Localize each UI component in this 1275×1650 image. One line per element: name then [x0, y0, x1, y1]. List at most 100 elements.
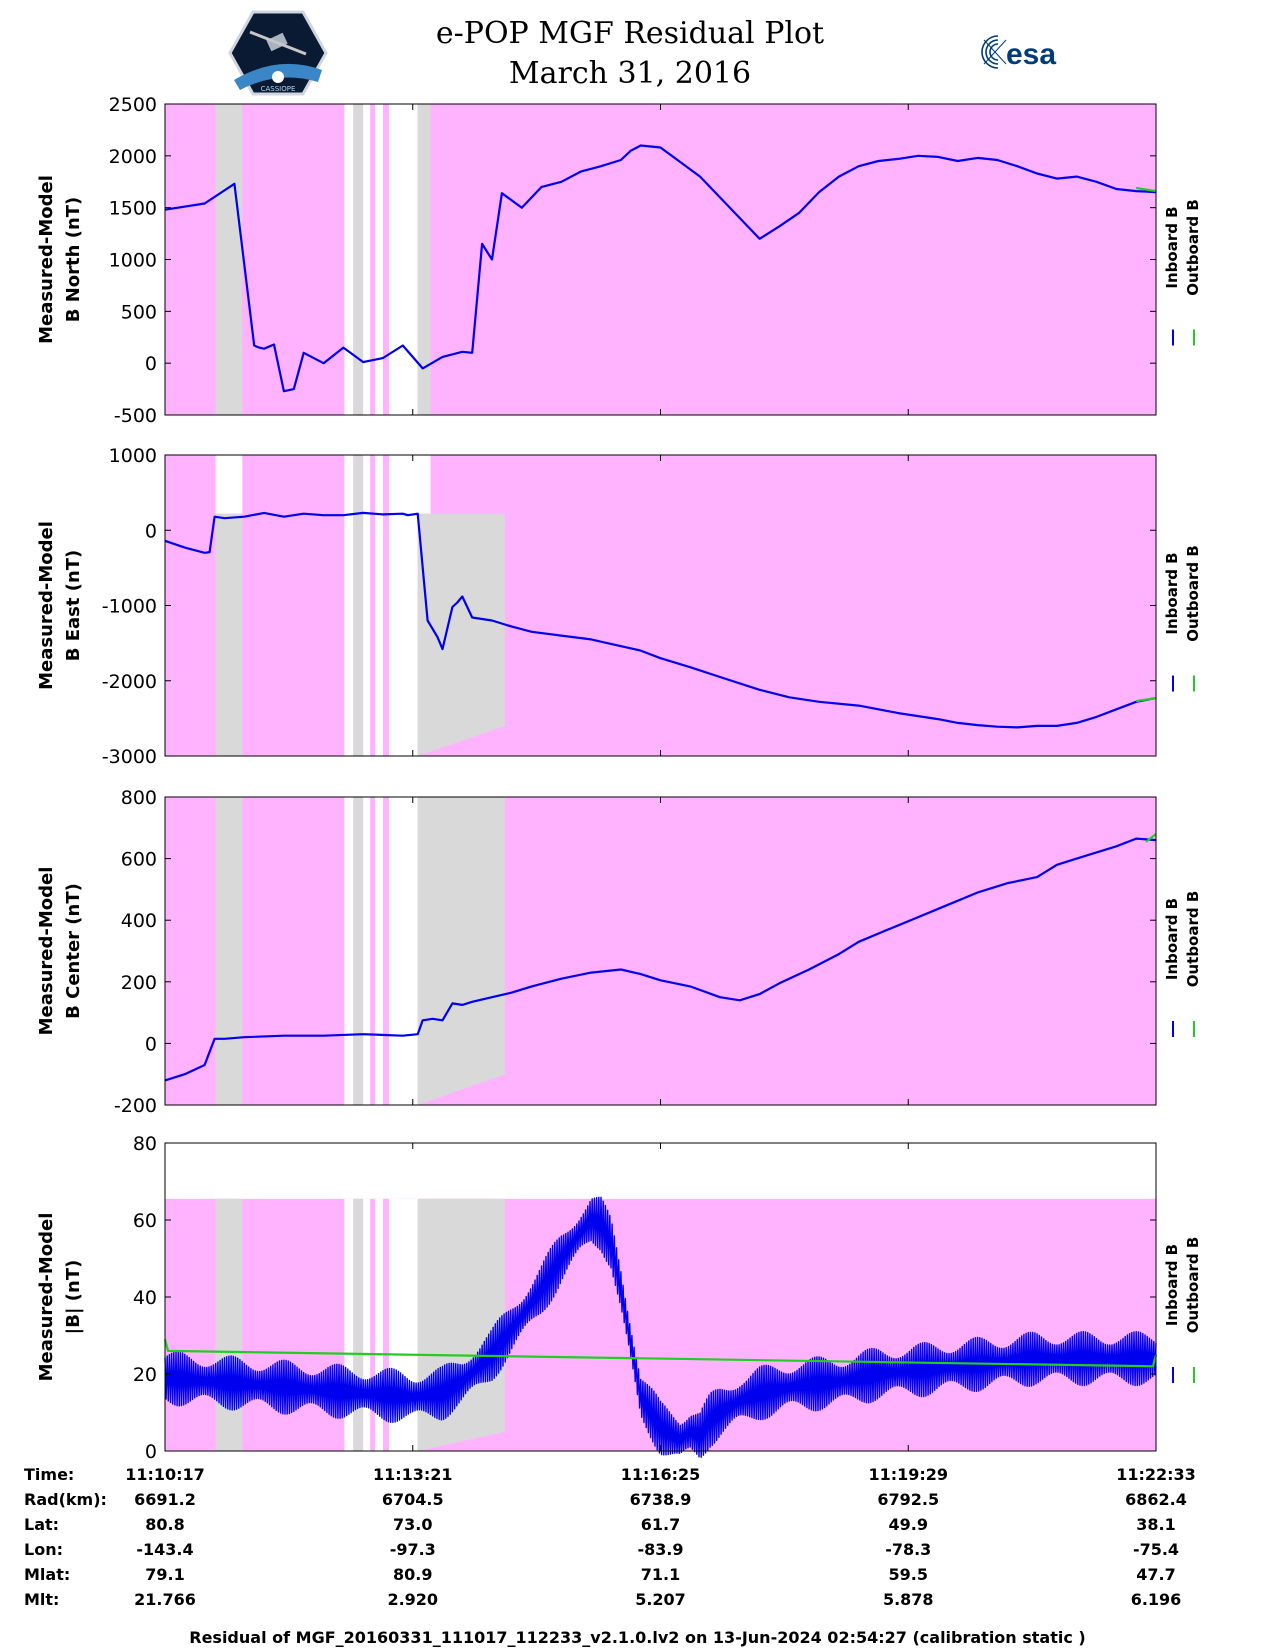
- gap-band-2-7: [417, 797, 505, 1105]
- esa-swirl-icon: [981, 35, 1007, 69]
- table-row-label: Mlat:: [24, 1565, 71, 1584]
- data-band-1-6: [375, 455, 384, 756]
- table-cell: 73.0: [393, 1515, 433, 1534]
- y-tick-label-2-0: 800: [121, 787, 157, 809]
- data-band-1-2: [215, 513, 243, 756]
- table-cell: 11:19:29: [868, 1465, 949, 1484]
- e-badge-icon: [272, 71, 284, 83]
- data-band-0-2: [344, 104, 354, 415]
- background-band-0-0: [165, 104, 1156, 415]
- y-tick-label-1-3: -2000: [102, 671, 157, 693]
- y-tick-label-3-3: 20: [133, 1364, 157, 1386]
- cassiope-logo: CASSIOPE: [228, 10, 328, 96]
- data-band-3-5: [375, 1198, 384, 1451]
- y-axis-label-0-0: Measured-Model: [36, 175, 57, 344]
- background-band-2-0: [165, 797, 1156, 1105]
- series-line-outboard-1: [1136, 697, 1157, 703]
- y-tick-label-0-3: 1000: [109, 250, 157, 272]
- data-band-0-1: [215, 104, 243, 415]
- table-cell: 49.9: [888, 1515, 928, 1534]
- table-cell: 47.7: [1136, 1565, 1176, 1584]
- data-band-0-4: [363, 104, 371, 415]
- legend-inboard-label-2: Inboard B: [1163, 898, 1181, 980]
- table-cell: 2.920: [387, 1590, 439, 1609]
- table-cell: 6691.2: [134, 1490, 196, 1509]
- y-tick-label-1-1: 0: [145, 520, 157, 542]
- data-band-3-2: [344, 1198, 354, 1451]
- legend-inboard-label-3: Inboard B: [1163, 1244, 1181, 1326]
- data-band-3-4: [363, 1198, 371, 1451]
- y-axis-label-2-0: Measured-Model: [36, 867, 57, 1036]
- y-axis-label-0-1: B North (nT): [63, 197, 84, 323]
- y-tick-label-0-0: 2500: [109, 94, 157, 116]
- y-tick-label-2-3: 200: [121, 972, 157, 994]
- footer-caption: Residual of MGF_20160331_111017_112233_v…: [189, 1628, 1086, 1647]
- data-band-0-6: [388, 104, 418, 415]
- y-tick-label-1-0: 1000: [109, 445, 157, 467]
- date-line: March 31, 2016: [508, 56, 752, 91]
- data-band-3-3: [353, 1198, 364, 1451]
- y-axis-label-3-1: |B| (nT): [63, 1260, 84, 1335]
- data-band-1-3: [344, 455, 354, 756]
- y-tick-label-2-4: 0: [145, 1033, 157, 1055]
- legend-inboard-label-1: Inboard B: [1163, 552, 1181, 634]
- table-cell: -83.9: [637, 1540, 684, 1559]
- data-band-0-5: [375, 104, 384, 415]
- series-line-outboard-3: [163, 1339, 1158, 1368]
- table-cell: 80.9: [393, 1565, 433, 1584]
- y-axis-label-1-0: Measured-Model: [36, 521, 57, 690]
- data-band-2-6: [388, 797, 418, 1105]
- table-cell: -97.3: [389, 1540, 436, 1559]
- chart-title: e-POP MGF Residual Plot March 31, 2016: [390, 14, 870, 94]
- y-tick-label-1-4: -3000: [102, 746, 157, 768]
- table-cell: 38.1: [1136, 1515, 1176, 1534]
- y-tick-label-0-6: -500: [114, 405, 157, 427]
- data-band-1-4: [353, 455, 364, 756]
- data-band-0-3: [353, 104, 364, 415]
- table-cell: 71.1: [640, 1565, 681, 1584]
- series-line-outboard-0: [1136, 186, 1157, 193]
- table-cell: 6738.9: [629, 1490, 692, 1509]
- table-row-label: Rad(km):: [24, 1490, 107, 1509]
- legend-inboard-label-0: Inboard B: [1163, 206, 1181, 288]
- table-cell: 6792.5: [877, 1490, 940, 1509]
- data-band-1-5: [363, 455, 371, 756]
- series-line-inboard-2: [164, 837, 1157, 1082]
- y-tick-label-0-4: 500: [121, 301, 157, 323]
- data-band-2-2: [344, 797, 354, 1105]
- data-band-2-4: [363, 797, 371, 1105]
- table-row-label: Lon:: [24, 1540, 63, 1559]
- esa-logo: esa: [981, 35, 1056, 71]
- y-tick-label-3-1: 60: [133, 1210, 157, 1232]
- table-cell: 5.207: [635, 1590, 686, 1609]
- series-line-inboard-0: [164, 144, 1157, 393]
- table-row-label: Lat:: [24, 1515, 60, 1534]
- legend-outboard-label-1: Outboard B: [1184, 545, 1202, 642]
- table-cell: -78.3: [885, 1540, 932, 1559]
- y-axis-label-1-1: B East (nT): [63, 550, 84, 662]
- series-line-inboard-3: [164, 1196, 1157, 1458]
- series-line-outboard-2: [1145, 833, 1157, 843]
- table-cell: -75.4: [1132, 1540, 1180, 1559]
- table-cell: 80.8: [145, 1515, 185, 1534]
- table-cell: 11:16:25: [620, 1465, 701, 1484]
- y-tick-label-2-2: 400: [121, 910, 157, 932]
- data-band-1-1: [215, 455, 243, 514]
- y-tick-label-3-0: 80: [133, 1133, 157, 1155]
- table-row-label: Mlt:: [24, 1590, 60, 1609]
- y-tick-label-0-1: 2000: [109, 146, 157, 168]
- y-axis-label-3-0: Measured-Model: [36, 1213, 57, 1382]
- data-band-1-7: [388, 455, 431, 514]
- title-line: e-POP MGF Residual Plot: [435, 16, 825, 51]
- data-band-0-7: [417, 104, 431, 415]
- table-cell: 11:10:17: [125, 1465, 205, 1484]
- table-cell: -143.4: [136, 1540, 194, 1559]
- data-band-2-5: [375, 797, 384, 1105]
- y-tick-label-2-5: -200: [114, 1095, 157, 1117]
- legend-outboard-label-0: Outboard B: [1184, 199, 1202, 296]
- table-cell: 11:22:33: [1116, 1465, 1196, 1484]
- table-cell: 6704.5: [381, 1490, 444, 1509]
- data-band-1-8: [388, 513, 418, 756]
- esa-wordmark: esa: [1006, 38, 1056, 71]
